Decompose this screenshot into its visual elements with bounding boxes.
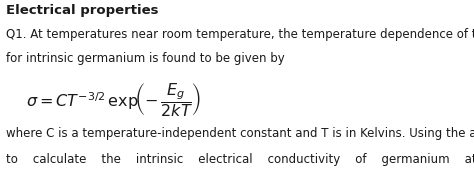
Text: to    calculate    the    intrinsic    electrical    conductivity    of    germa: to calculate the intrinsic electrical co… [6,153,474,166]
Text: Q1. At temperatures near room temperature, the temperature dependence of the con: Q1. At temperatures near room temperatur… [6,28,474,41]
Text: where C is a temperature-independent constant and T is in Kelvins. Using the abo: where C is a temperature-independent con… [6,127,474,140]
Text: Electrical properties: Electrical properties [6,4,158,17]
Text: for intrinsic germanium is found to be given by: for intrinsic germanium is found to be g… [6,52,284,65]
Text: $\sigma = CT^{-3/2}\,\mathrm{exp}\!\left(-\,\dfrac{E_g}{2kT}\right)$: $\sigma = CT^{-3/2}\,\mathrm{exp}\!\left… [26,81,201,119]
